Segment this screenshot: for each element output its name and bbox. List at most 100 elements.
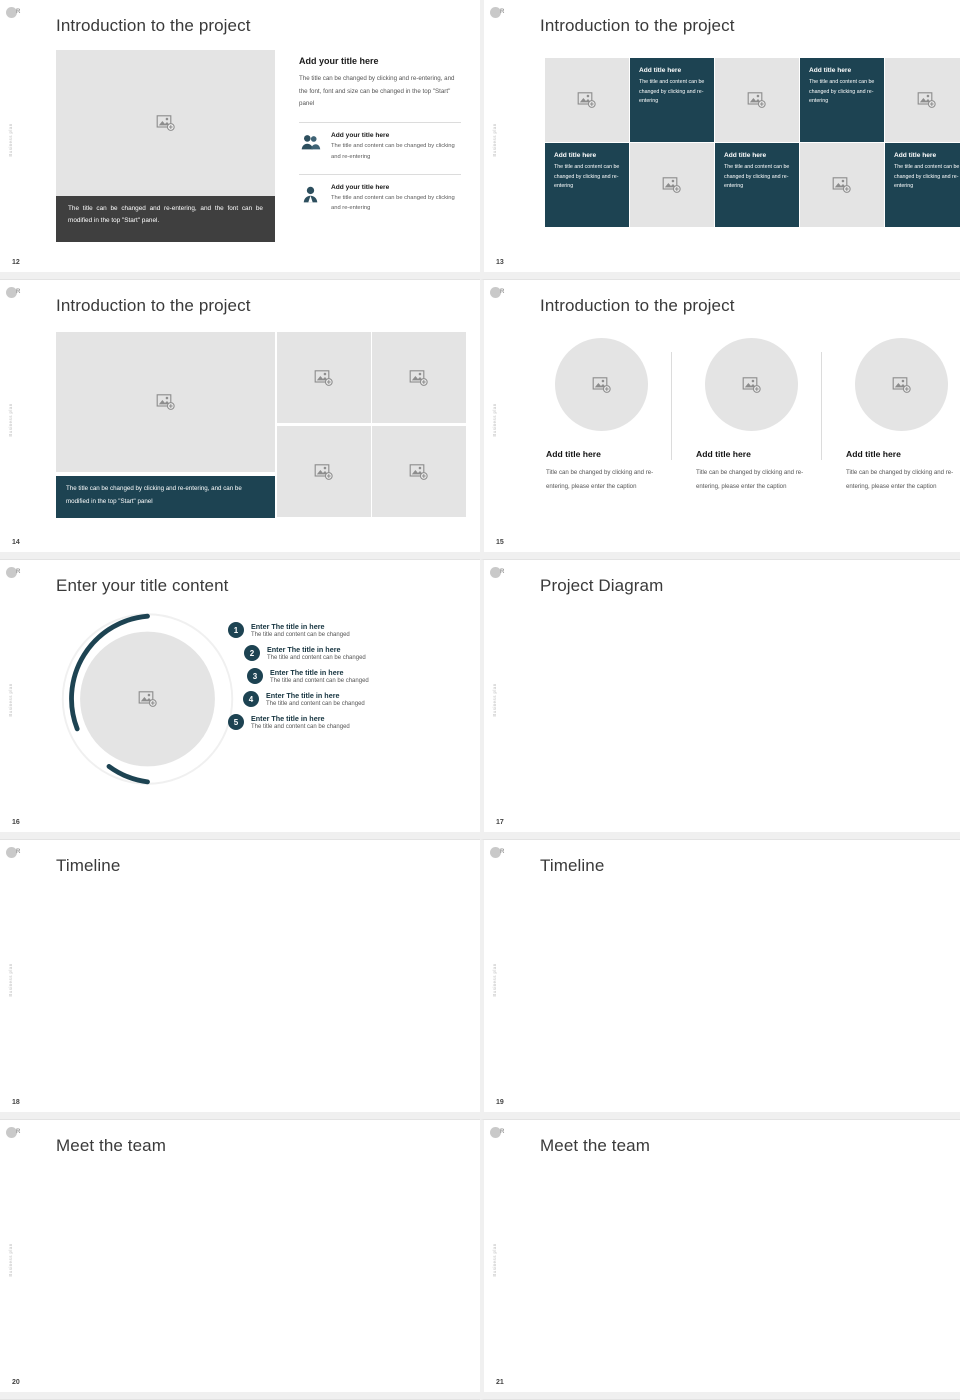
page-number: 12 xyxy=(12,259,20,266)
tile-text: The title and content can be changed by … xyxy=(639,79,705,105)
text-tile[interactable]: Add title here The title and content can … xyxy=(800,58,884,142)
add-image-icon xyxy=(409,463,429,480)
column-title: Add title here xyxy=(846,449,901,459)
feature-column[interactable]: Add title here Title can be changed by c… xyxy=(546,338,675,495)
logo-letter: R xyxy=(16,1129,21,1135)
slide-14[interactable]: R Business plan Introduction to the proj… xyxy=(0,280,480,560)
add-image-icon xyxy=(156,394,176,410)
list-item[interactable]: 4 Enter The title in here The title and c… xyxy=(243,691,458,707)
slide-20[interactable]: R Business plan Meet the team Your posit… xyxy=(0,1120,480,1400)
divider xyxy=(299,173,461,175)
add-image-icon xyxy=(314,463,334,480)
item-text: The title and content can be changed xyxy=(266,701,365,707)
group-icon xyxy=(299,132,322,154)
feature-column[interactable]: Add title here Title can be changed by c… xyxy=(696,338,825,495)
feature-column[interactable]: Add title here Title can be changed by c… xyxy=(846,338,960,495)
page-title: Meet the team xyxy=(56,1136,166,1155)
item-title: Enter The title in here xyxy=(251,622,325,631)
slide-17[interactable]: R Business plan Project Diagram Add the … xyxy=(480,560,960,840)
list-item[interactable]: 1 Enter The title in here The title and c… xyxy=(228,622,458,638)
image-placeholder[interactable] xyxy=(277,426,371,517)
page-title: Timeline xyxy=(56,856,121,875)
circle-graphic[interactable] xyxy=(56,604,239,794)
image-caption: The title can be changed by clicking and… xyxy=(56,476,275,518)
item-number: 4 xyxy=(243,691,259,707)
page-number: 15 xyxy=(496,539,504,546)
column-text: Title can be changed by clicking and re-… xyxy=(846,469,954,491)
image-tile[interactable] xyxy=(885,58,960,142)
slide-13[interactable]: R Business plan Introduction to the proj… xyxy=(480,0,960,280)
brand-logo: R xyxy=(490,7,508,20)
image-placeholder[interactable] xyxy=(277,332,371,423)
image-tile[interactable] xyxy=(800,143,884,227)
content-paragraph: The title can be changed by clicking and… xyxy=(299,75,455,108)
slide-16[interactable]: R Business plan Enter your title content… xyxy=(0,560,480,840)
image-tile[interactable] xyxy=(545,58,629,142)
side-label: Business plan xyxy=(492,682,497,717)
text-tile[interactable]: Add title here The title and content can … xyxy=(630,58,714,142)
list-item[interactable]: 5 Enter The title in here The title and c… xyxy=(228,714,458,730)
feature-row[interactable]: Add your title here The title and conten… xyxy=(299,184,461,214)
item-title: Enter The title in here xyxy=(267,645,341,654)
tile-title: Add title here xyxy=(894,152,937,159)
column-title: Add title here xyxy=(546,449,601,459)
image-placeholder-circle[interactable] xyxy=(705,338,798,431)
slide-12[interactable]: R Business plan Introduction to the proj… xyxy=(0,0,480,280)
add-image-icon xyxy=(892,376,912,393)
feature-row[interactable]: Add your title here The title and conten… xyxy=(299,132,461,162)
brand-logo: R xyxy=(490,567,508,580)
text-tile[interactable]: Add title here The title and content can … xyxy=(885,143,960,227)
slide-18[interactable]: R Business plan Timeline 1992The title c… xyxy=(0,840,480,1120)
page-number: 13 xyxy=(496,259,504,266)
page-number: 16 xyxy=(12,819,20,826)
add-image-icon xyxy=(156,115,176,131)
image-placeholder[interactable] xyxy=(56,50,275,196)
add-image-icon xyxy=(742,376,762,393)
item-text: The title and content can be changed xyxy=(267,655,366,661)
logo-letter: R xyxy=(16,289,21,295)
image-placeholder[interactable] xyxy=(372,332,466,423)
image-placeholder-large[interactable] xyxy=(56,332,275,472)
image-placeholder[interactable] xyxy=(372,426,466,517)
list-item[interactable]: 3 Enter The title in here The title and c… xyxy=(247,668,458,684)
content-column: Add your title here The title can be cha… xyxy=(299,56,461,214)
tile-title: Add title here xyxy=(639,67,682,74)
slide-15[interactable]: R Business plan Introduction to the proj… xyxy=(480,280,960,560)
item-title: Enter The title in here xyxy=(270,668,344,677)
divider xyxy=(671,352,672,460)
add-image-icon xyxy=(747,92,767,108)
item-number: 5 xyxy=(228,714,244,730)
tile-text: The title and content can be changed by … xyxy=(809,79,875,105)
side-label: Business plan xyxy=(8,1242,13,1277)
tile-title: Add title here xyxy=(724,152,767,159)
page-number: 18 xyxy=(12,1099,20,1106)
page-title: Introduction to the project xyxy=(56,16,251,35)
slide-21[interactable]: R Business plan Meet the team Your posit… xyxy=(480,1120,960,1400)
brand-logo: R xyxy=(6,287,24,300)
feature-text: The title and content can be changed by … xyxy=(331,194,455,212)
text-tile[interactable]: Add title here The title and content can … xyxy=(545,143,629,227)
side-label: Business plan xyxy=(8,962,13,997)
slide-19[interactable]: R Business plan Timeline October 1, 2029… xyxy=(480,840,960,1120)
list-item[interactable]: 2 Enter The title in here The title and c… xyxy=(244,645,458,661)
feature-title: Add your title here xyxy=(331,183,390,191)
side-label: Business plan xyxy=(492,962,497,997)
text-tile[interactable]: Add title here The title and content can … xyxy=(715,143,799,227)
side-label: Business plan xyxy=(8,402,13,437)
image-tile[interactable] xyxy=(715,58,799,142)
image-placeholder-circle[interactable] xyxy=(555,338,648,431)
page-number: 14 xyxy=(12,539,20,546)
logo-letter: R xyxy=(16,849,21,855)
side-label: Business plan xyxy=(8,682,13,717)
image-placeholder-circle[interactable] xyxy=(855,338,948,431)
add-image-icon xyxy=(409,369,429,386)
item-title: Enter The title in here xyxy=(266,691,340,700)
divider xyxy=(821,352,822,460)
item-text: The title and content can be changed xyxy=(270,678,369,684)
add-image-icon xyxy=(314,369,334,386)
feature-text: The title and content can be changed by … xyxy=(331,143,455,160)
numbered-list: 1 Enter The title in here The title and c… xyxy=(228,622,458,737)
image-tile[interactable] xyxy=(630,143,714,227)
page-title: Timeline xyxy=(540,856,605,875)
